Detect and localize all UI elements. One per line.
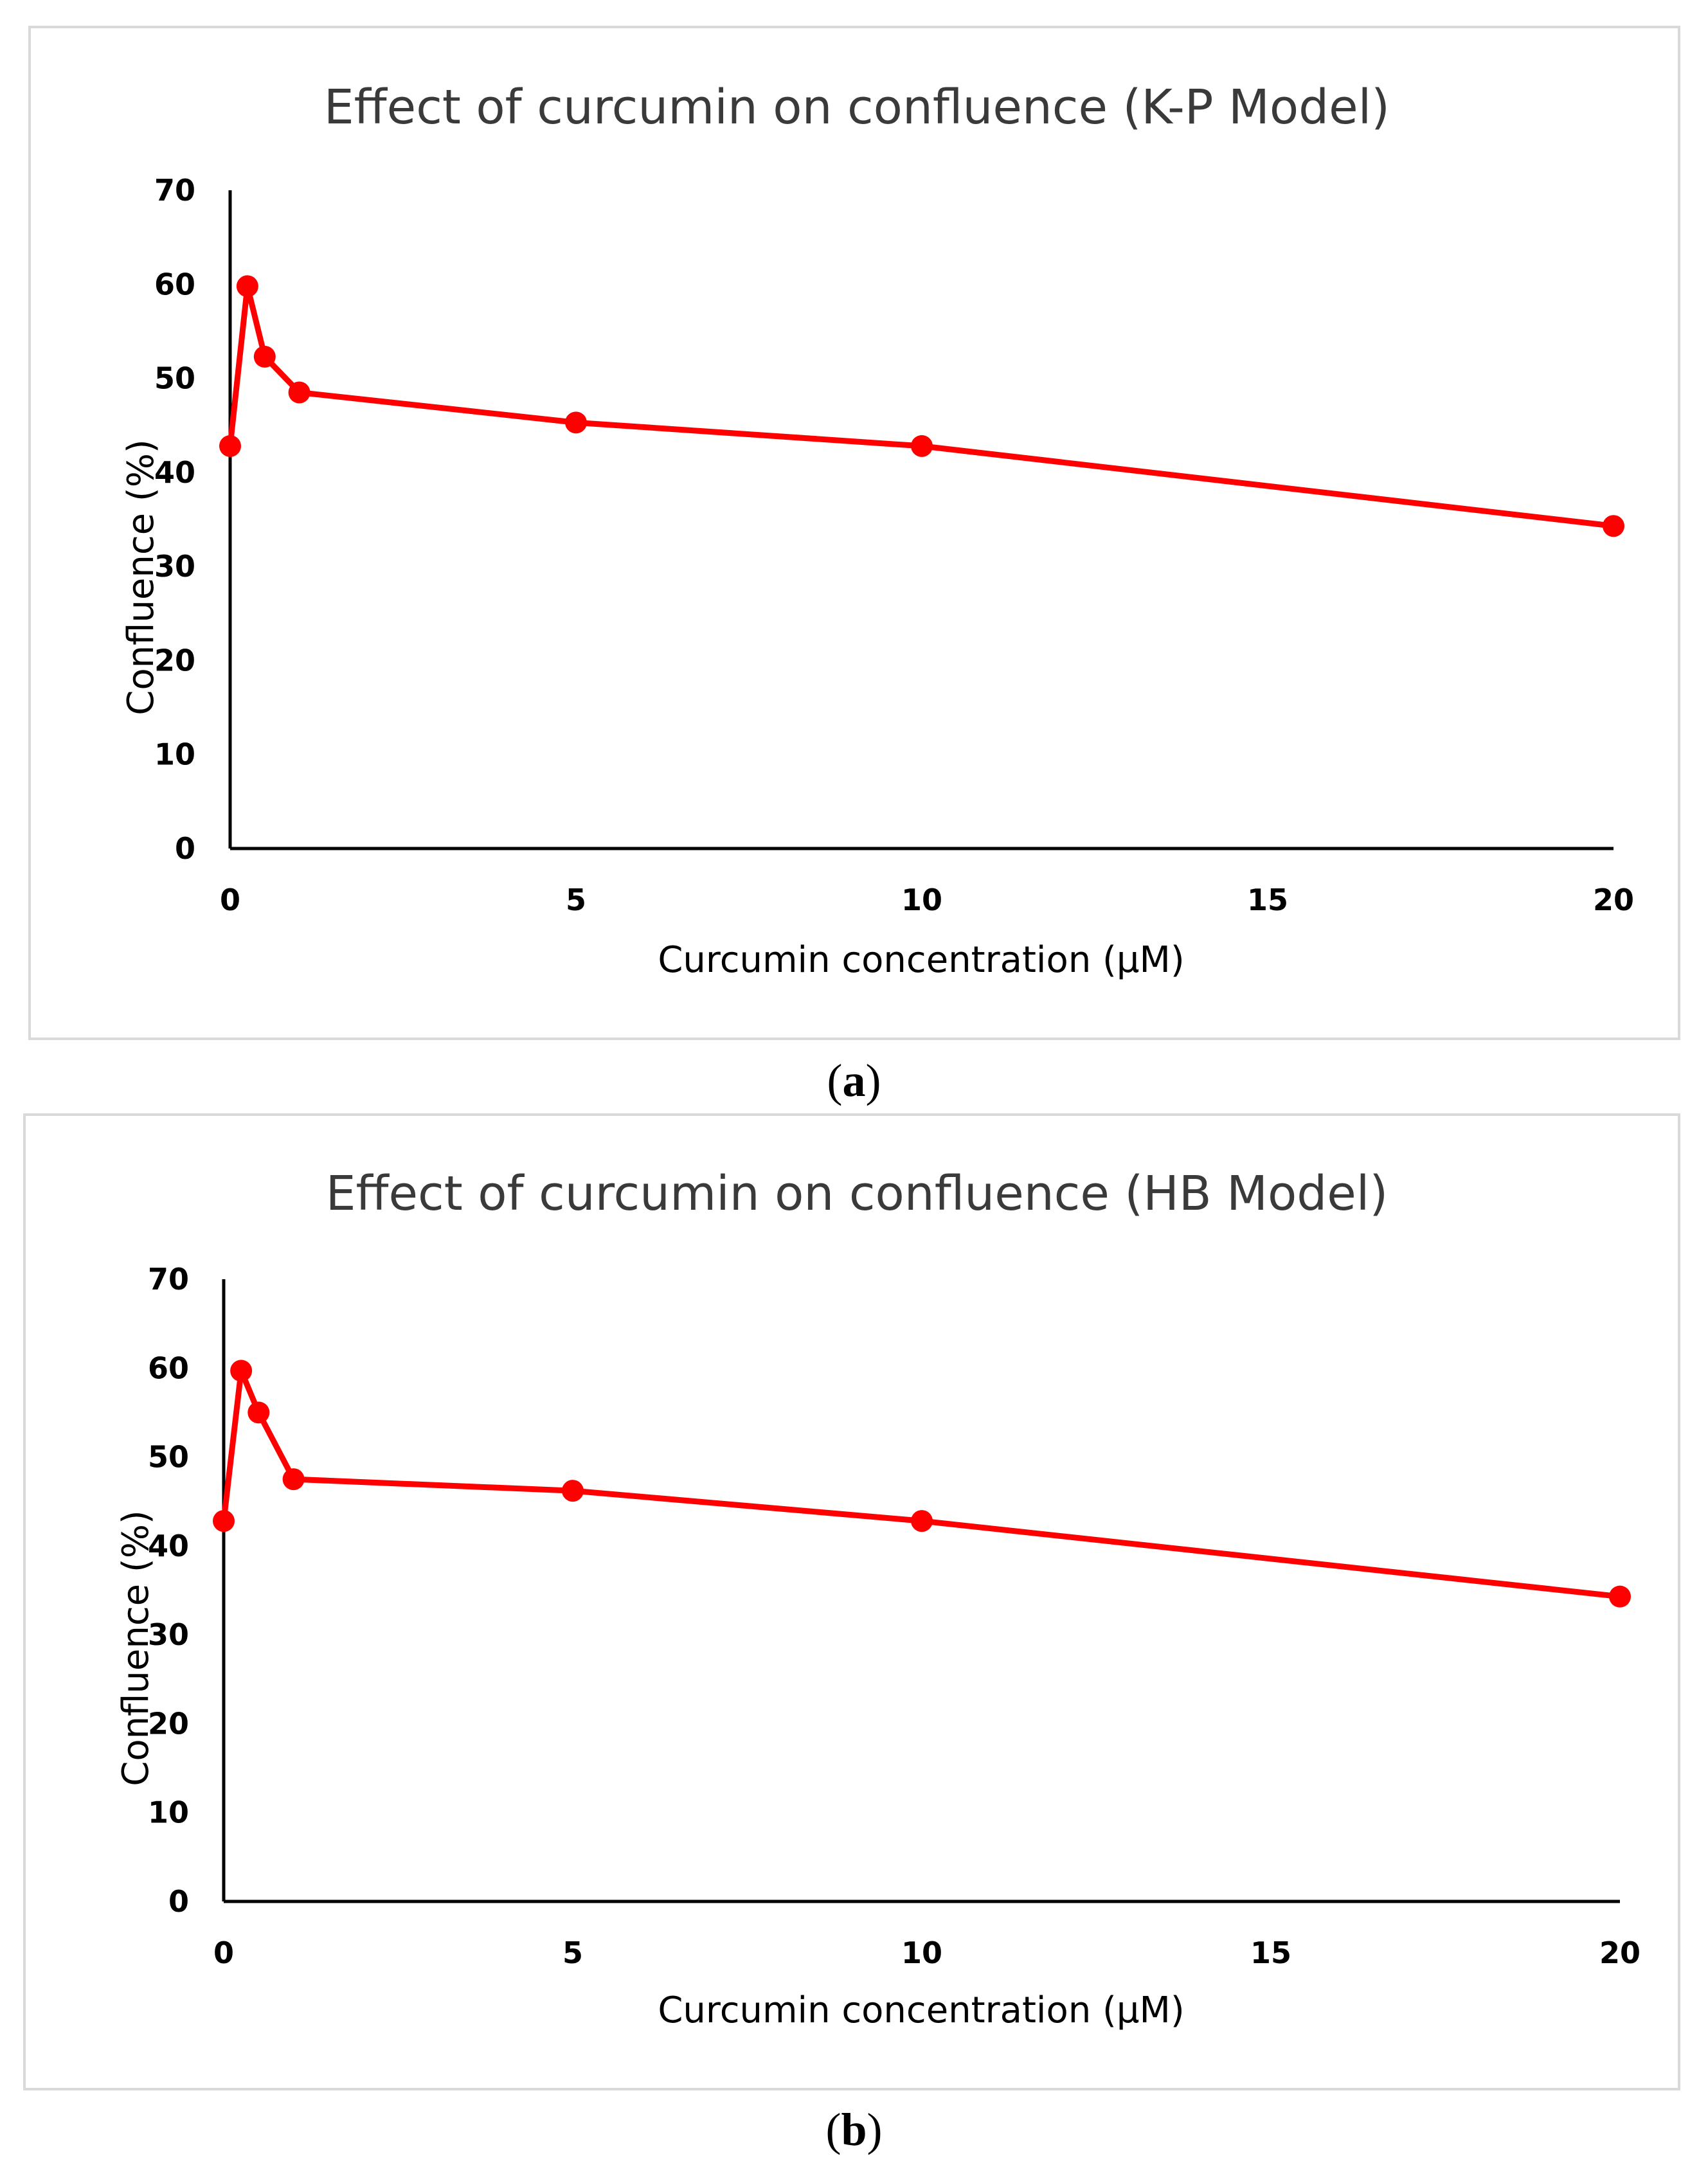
x-axis-label: Curcumin concentration (μM)	[658, 939, 1184, 981]
x-tick-label: 0	[220, 883, 240, 917]
y-tick-label: 0	[175, 831, 195, 866]
y-tick-label: 60	[154, 267, 195, 301]
data-point	[565, 411, 587, 434]
caption-b-close: )	[867, 2104, 883, 2155]
x-tick-label: 10	[901, 883, 942, 917]
x-axis-label: Curcumin concentration (μM)	[658, 1990, 1184, 2031]
y-tick-label: 30	[148, 1617, 189, 1652]
data-point	[247, 1401, 270, 1424]
data-point	[230, 1360, 253, 1382]
y-tick-label: 0	[168, 1884, 189, 1919]
y-tick-label: 70	[148, 1262, 189, 1297]
y-tick-label: 20	[148, 1706, 189, 1741]
series-line	[220, 1367, 1623, 1600]
data-point	[282, 1468, 305, 1491]
caption-a-open: (	[827, 1055, 843, 1106]
y-tick-label: 50	[148, 1440, 189, 1475]
data-point	[236, 275, 258, 298]
x-tick-label: 0	[213, 1936, 234, 1970]
chart-a-svg: Effect of curcumin on confluence (K-P Mo…	[120, 80, 1634, 981]
data-point	[562, 1480, 584, 1502]
x-tick-label: 15	[1247, 883, 1288, 917]
y-tick-label: 20	[154, 643, 195, 678]
y-tick-label: 70	[154, 173, 195, 208]
y-tick-label: 40	[148, 1529, 189, 1563]
caption-b-open: (	[825, 2104, 841, 2155]
data-point	[219, 435, 241, 457]
data-point	[1603, 515, 1624, 537]
y-tick-label: 10	[154, 737, 195, 772]
x-tick-label: 5	[562, 1936, 583, 1970]
chart-title: Effect of curcumin on confluence (HB Mod…	[326, 1166, 1388, 1221]
caption-a-letter: a	[842, 1055, 866, 1106]
caption-a: (a)	[0, 1054, 1708, 1108]
y-tick-label: 50	[154, 361, 195, 396]
x-tick-label: 10	[901, 1936, 942, 1970]
y-tick-label: 40	[154, 455, 195, 490]
x-tick-label: 20	[1599, 1936, 1641, 1970]
data-point	[213, 1510, 235, 1532]
data-point	[911, 435, 933, 457]
series-line	[227, 283, 1617, 529]
chart-panel-a: Effect of curcumin on confluence (K-P Mo…	[28, 26, 1680, 1040]
y-axis-label: Confluence (%)	[115, 1510, 157, 1786]
caption-b-letter: b	[841, 2104, 867, 2155]
chart-panel-b: Effect of curcumin on confluence (HB Mod…	[23, 1113, 1680, 2090]
y-tick-label: 60	[148, 1351, 189, 1385]
x-tick-label: 20	[1593, 883, 1634, 917]
data-point	[1609, 1585, 1631, 1608]
y-axis-label: Confluence (%)	[120, 439, 162, 715]
x-tick-label: 5	[566, 883, 586, 917]
x-tick-label: 15	[1250, 1936, 1291, 1970]
data-point	[288, 381, 310, 404]
chart-title: Effect of curcumin on confluence (K-P Mo…	[324, 80, 1390, 135]
data-point	[911, 1510, 933, 1532]
chart-b-svg: Effect of curcumin on confluence (HB Mod…	[115, 1166, 1641, 2031]
data-point	[253, 345, 276, 368]
y-tick-label: 30	[154, 549, 195, 584]
y-tick-label: 10	[148, 1795, 189, 1830]
caption-a-close: )	[865, 1055, 881, 1106]
caption-b: (b)	[0, 2103, 1708, 2157]
